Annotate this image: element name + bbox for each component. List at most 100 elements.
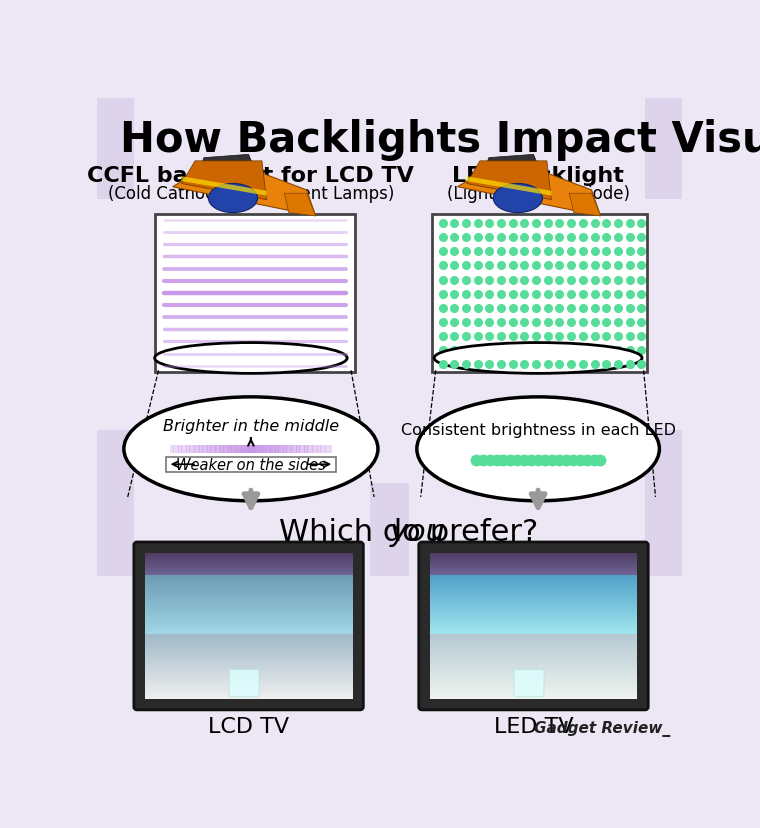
Bar bbox=[182, 445, 183, 453]
Bar bbox=[262, 445, 264, 453]
Bar bbox=[198, 445, 200, 453]
Text: Consistent brightness in each LED: Consistent brightness in each LED bbox=[401, 422, 676, 437]
Bar bbox=[166, 457, 336, 472]
Bar bbox=[311, 445, 312, 453]
Bar bbox=[223, 445, 226, 453]
Bar bbox=[178, 445, 180, 453]
Bar bbox=[264, 445, 266, 453]
Bar bbox=[271, 445, 272, 453]
Text: (Light Emitting Diode): (Light Emitting Diode) bbox=[447, 185, 629, 203]
Polygon shape bbox=[199, 155, 255, 171]
Bar bbox=[97, 430, 134, 576]
Ellipse shape bbox=[493, 185, 543, 214]
Bar bbox=[259, 445, 261, 453]
Bar bbox=[272, 445, 274, 453]
Polygon shape bbox=[284, 194, 315, 217]
Bar bbox=[302, 445, 305, 453]
Text: LCD TV: LCD TV bbox=[208, 716, 289, 736]
Bar bbox=[327, 445, 329, 453]
Ellipse shape bbox=[154, 343, 347, 374]
Bar bbox=[248, 445, 250, 453]
Bar bbox=[246, 445, 248, 453]
Bar bbox=[308, 445, 309, 453]
Bar bbox=[193, 445, 195, 453]
Bar bbox=[225, 445, 227, 453]
Bar bbox=[278, 445, 280, 453]
Bar bbox=[196, 445, 198, 453]
Bar bbox=[235, 445, 236, 453]
Bar bbox=[285, 445, 287, 453]
Bar bbox=[183, 445, 185, 453]
Bar bbox=[201, 445, 203, 453]
Bar bbox=[206, 445, 207, 453]
Bar bbox=[298, 445, 299, 453]
Text: prefer?: prefer? bbox=[420, 518, 539, 546]
Bar bbox=[290, 445, 292, 453]
Bar bbox=[222, 445, 223, 453]
Bar bbox=[314, 445, 316, 453]
Polygon shape bbox=[484, 155, 540, 171]
Text: LED backlight: LED backlight bbox=[452, 166, 624, 186]
Bar bbox=[265, 445, 268, 453]
Bar bbox=[301, 445, 303, 453]
Bar bbox=[207, 445, 209, 453]
Bar bbox=[282, 445, 283, 453]
Bar bbox=[199, 445, 201, 453]
FancyBboxPatch shape bbox=[134, 542, 363, 710]
Bar bbox=[309, 445, 311, 453]
Bar bbox=[239, 445, 242, 453]
Bar bbox=[256, 445, 258, 453]
Bar bbox=[254, 445, 256, 453]
Bar bbox=[195, 445, 196, 453]
Bar bbox=[211, 445, 213, 453]
Text: (Cold Cathode Fluorescent Lamps): (Cold Cathode Fluorescent Lamps) bbox=[108, 185, 394, 203]
Bar bbox=[288, 445, 290, 453]
Bar bbox=[232, 445, 233, 453]
Ellipse shape bbox=[124, 397, 378, 501]
Bar bbox=[220, 445, 222, 453]
Bar bbox=[645, 50, 682, 200]
Bar bbox=[238, 445, 240, 453]
Bar bbox=[321, 445, 322, 453]
FancyBboxPatch shape bbox=[514, 670, 544, 697]
Text: Gadget Review_: Gadget Review_ bbox=[534, 720, 670, 736]
Bar bbox=[324, 445, 326, 453]
Text: Which do: Which do bbox=[280, 518, 431, 546]
Bar bbox=[242, 445, 245, 453]
Bar bbox=[318, 445, 321, 453]
Bar bbox=[97, 50, 134, 200]
Bar bbox=[328, 445, 331, 453]
Bar bbox=[267, 445, 269, 453]
Bar bbox=[202, 445, 204, 453]
Bar bbox=[228, 445, 230, 453]
Bar bbox=[245, 445, 246, 453]
Bar bbox=[258, 445, 259, 453]
Bar bbox=[304, 445, 306, 453]
Bar bbox=[214, 445, 216, 453]
Bar bbox=[269, 445, 271, 453]
Polygon shape bbox=[458, 171, 600, 217]
Bar bbox=[312, 445, 315, 453]
Bar bbox=[175, 445, 177, 453]
Bar bbox=[180, 445, 182, 453]
Ellipse shape bbox=[208, 185, 258, 214]
Bar bbox=[204, 445, 206, 453]
Bar bbox=[186, 445, 188, 453]
Bar bbox=[261, 445, 263, 453]
Bar bbox=[215, 445, 217, 453]
Bar bbox=[330, 445, 332, 453]
Bar bbox=[172, 445, 174, 453]
Bar bbox=[249, 445, 252, 453]
Bar bbox=[280, 445, 282, 453]
Bar bbox=[299, 445, 302, 453]
Text: How Backlights Impact Visual Quality: How Backlights Impact Visual Quality bbox=[120, 118, 760, 161]
Bar bbox=[188, 445, 190, 453]
Polygon shape bbox=[467, 161, 551, 200]
Bar bbox=[230, 445, 232, 453]
Polygon shape bbox=[569, 194, 600, 217]
Bar bbox=[287, 445, 289, 453]
Polygon shape bbox=[173, 171, 315, 217]
Bar bbox=[252, 445, 255, 453]
Polygon shape bbox=[182, 177, 267, 196]
Bar bbox=[219, 445, 220, 453]
